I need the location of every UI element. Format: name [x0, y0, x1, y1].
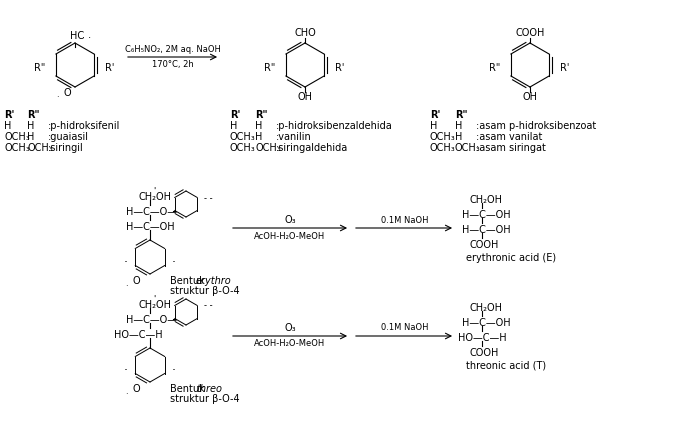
- Text: H: H: [255, 132, 262, 142]
- Text: CHO: CHO: [294, 28, 316, 38]
- Text: Bentuk: Bentuk: [170, 384, 205, 394]
- Text: R": R": [489, 63, 500, 73]
- Text: OCH₃: OCH₃: [230, 132, 256, 142]
- Text: O: O: [63, 88, 71, 98]
- Text: ·: ·: [125, 282, 127, 292]
- Text: H—C—OH: H—C—OH: [462, 318, 511, 328]
- Text: C₆H₅NO₂, 2M aq. NaOH: C₆H₅NO₂, 2M aq. NaOH: [125, 44, 221, 54]
- Text: CH₂OH: CH₂OH: [138, 192, 171, 202]
- Text: CH₂OH: CH₂OH: [470, 195, 503, 205]
- Text: R": R": [455, 110, 468, 120]
- Text: OCH₃: OCH₃: [230, 143, 256, 153]
- Text: 170°C, 2h: 170°C, 2h: [152, 60, 194, 68]
- Text: H: H: [27, 132, 34, 142]
- Text: OH: OH: [522, 92, 538, 102]
- Text: ·: ·: [125, 390, 127, 400]
- Text: OCH₃: OCH₃: [455, 143, 481, 153]
- Text: O₃: O₃: [284, 215, 296, 225]
- Text: threonic acid (T): threonic acid (T): [466, 361, 546, 371]
- Text: 0.1M NaOH: 0.1M NaOH: [381, 216, 429, 225]
- Text: OCH₃: OCH₃: [27, 143, 52, 153]
- Text: · ·: · ·: [82, 33, 92, 43]
- Text: CH₂OH: CH₂OH: [470, 303, 503, 313]
- Text: ·: ·: [124, 257, 128, 270]
- Text: :guaiasil: :guaiasil: [48, 132, 89, 142]
- Text: HO—C—H: HO—C—H: [458, 333, 507, 343]
- Text: struktur β-O-4: struktur β-O-4: [170, 286, 240, 296]
- Text: erythro: erythro: [196, 276, 232, 286]
- Text: R': R': [230, 110, 240, 120]
- Text: OCH₃: OCH₃: [4, 143, 30, 153]
- Text: OCH₃: OCH₃: [430, 132, 456, 142]
- Text: struktur β-O-4: struktur β-O-4: [170, 394, 240, 404]
- Text: R': R': [560, 63, 569, 73]
- Text: R": R": [255, 110, 267, 120]
- Text: - -: - -: [204, 301, 213, 311]
- Text: :asam p-hidroksibenzoat: :asam p-hidroksibenzoat: [476, 121, 596, 131]
- Text: :vanilin: :vanilin: [276, 132, 312, 142]
- Text: ·: ·: [124, 365, 128, 378]
- Text: CH₂OH: CH₂OH: [138, 300, 171, 310]
- Text: Bentuk: Bentuk: [170, 276, 205, 286]
- Text: COOH: COOH: [470, 240, 499, 250]
- Text: :p-hidroksibenzaldehida: :p-hidroksibenzaldehida: [276, 121, 393, 131]
- Text: - -: - -: [204, 194, 213, 203]
- Text: H: H: [455, 132, 462, 142]
- Text: R': R': [335, 63, 345, 73]
- Text: HC: HC: [70, 31, 84, 41]
- Text: ·: ·: [172, 365, 176, 378]
- Text: :asam vanilat: :asam vanilat: [476, 132, 542, 142]
- Text: OH: OH: [297, 92, 312, 102]
- Text: H—C—OH: H—C—OH: [462, 225, 511, 235]
- Text: H: H: [4, 121, 11, 131]
- Text: OCH₃: OCH₃: [255, 143, 281, 153]
- Text: H—C—O—: H—C—O—: [126, 207, 177, 217]
- Text: H—C—OH: H—C—OH: [126, 222, 174, 232]
- Text: AcOH-H₂O-MeOH: AcOH-H₂O-MeOH: [254, 232, 326, 241]
- Text: H: H: [255, 121, 262, 131]
- Text: R': R': [430, 110, 440, 120]
- Text: O₃: O₃: [284, 323, 296, 333]
- Text: COOH: COOH: [516, 28, 544, 38]
- Text: AcOH-H₂O-MeOH: AcOH-H₂O-MeOH: [254, 340, 326, 349]
- Text: H: H: [455, 121, 462, 131]
- Text: ·: ·: [172, 257, 176, 270]
- Text: :siringil: :siringil: [48, 143, 83, 153]
- Text: threo: threo: [196, 384, 222, 394]
- Text: O: O: [132, 276, 140, 286]
- Text: R": R": [34, 63, 45, 73]
- Text: ': ': [153, 295, 155, 304]
- Text: R': R': [4, 110, 14, 120]
- Text: :asam siringat: :asam siringat: [476, 143, 546, 153]
- Text: R': R': [105, 63, 114, 73]
- Text: R": R": [27, 110, 40, 120]
- Text: :siringaldehida: :siringaldehida: [276, 143, 348, 153]
- Text: ·: ·: [56, 94, 59, 103]
- Text: OCH₃: OCH₃: [430, 143, 456, 153]
- Text: O: O: [132, 384, 140, 394]
- Text: R": R": [264, 63, 275, 73]
- Text: COOH: COOH: [470, 348, 499, 358]
- Text: H: H: [230, 121, 238, 131]
- Text: :p-hidroksifenil: :p-hidroksifenil: [48, 121, 120, 131]
- Text: erythronic acid (E): erythronic acid (E): [466, 253, 556, 263]
- Text: ': ': [153, 187, 155, 196]
- Text: H: H: [27, 121, 34, 131]
- Text: H—C—OH: H—C—OH: [462, 210, 511, 220]
- Text: H—C—O—: H—C—O—: [126, 315, 177, 325]
- Text: H: H: [430, 121, 437, 131]
- Text: 0.1M NaOH: 0.1M NaOH: [381, 324, 429, 333]
- Text: OCH₃: OCH₃: [4, 132, 30, 142]
- Text: HO—C—H: HO—C—H: [114, 330, 163, 340]
